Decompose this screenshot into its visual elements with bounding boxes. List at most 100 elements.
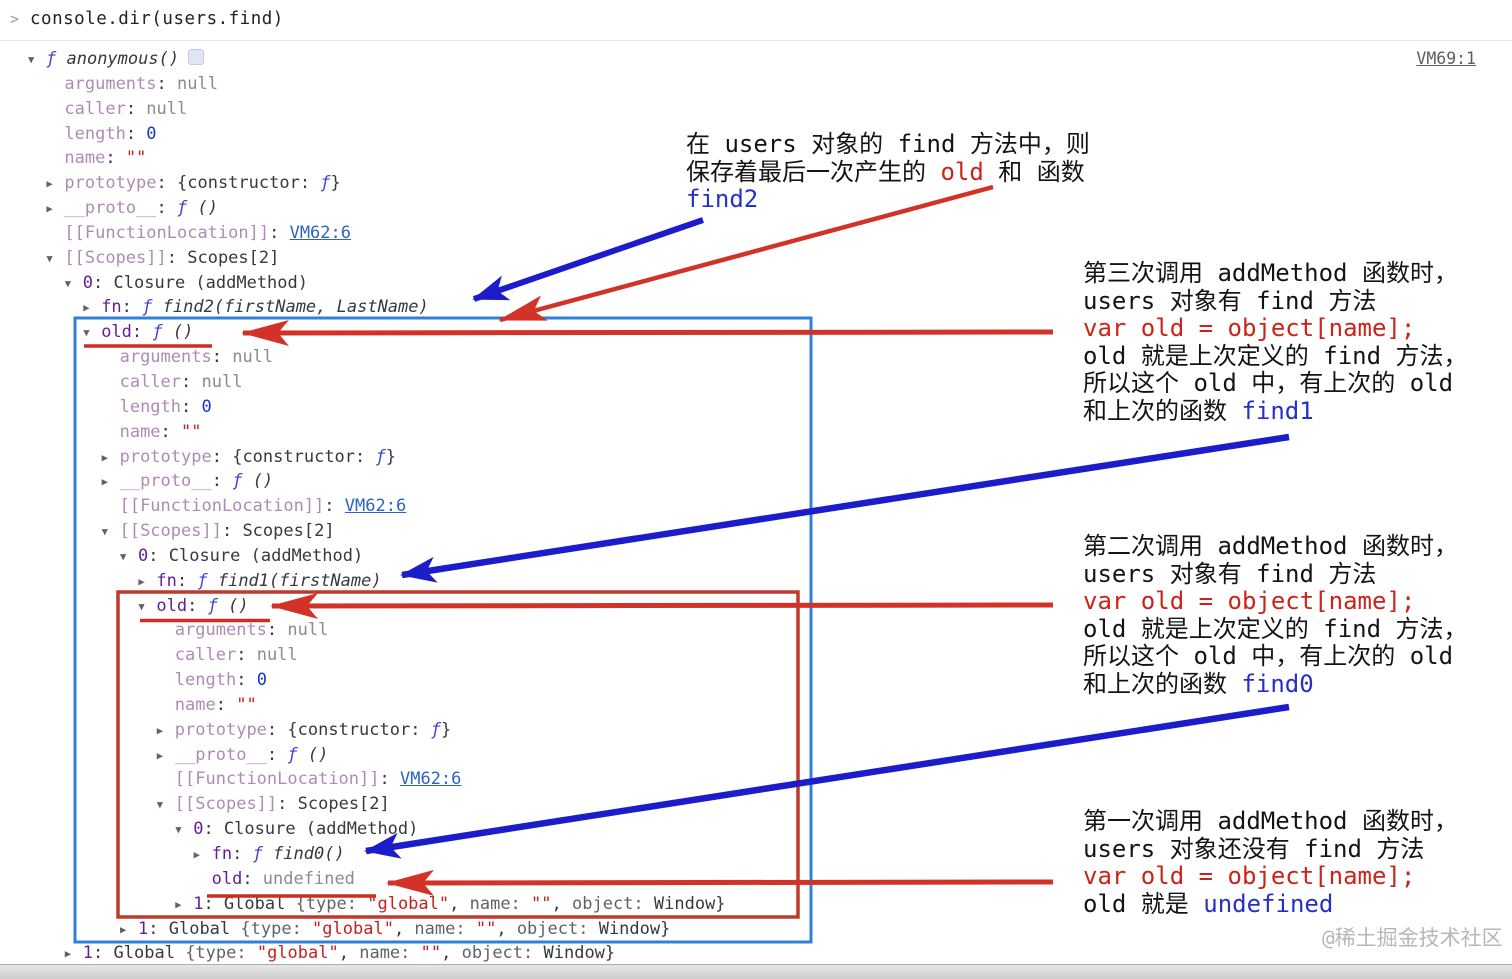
annotation-text: 和上次的函数 [1083, 396, 1242, 425]
tree-line: ▶ fn: ƒ find0() [0, 842, 1080, 867]
function-badge-icon[interactable] [188, 49, 205, 65]
tree-line: ▶ fn: ƒ find1(firstName) [0, 569, 1080, 594]
tree-text: Scopes[2] [242, 521, 335, 542]
tree-text: null [232, 347, 274, 368]
disclosure-triangle-icon[interactable]: ▶ [138, 575, 145, 588]
tree-line: arguments: null [0, 618, 1080, 643]
annotation-text: 第二次调用 addMethod 函数时， [1083, 532, 1458, 560]
annotation-text: undefined [1203, 889, 1334, 918]
tree-text: "" [181, 421, 202, 442]
file-location-link[interactable]: VM62:6 [289, 222, 351, 243]
annotation-line: var old = object[name]; [1083, 587, 1468, 616]
tree-text: fn [211, 844, 233, 864]
source-location-link[interactable]: VM69:1 [1416, 49, 1476, 68]
tree-text: length [64, 123, 126, 144]
disclosure-triangle-icon[interactable]: ▶ [46, 203, 53, 216]
tree-line: ▼ 0: Closure (addMethod) [0, 817, 1080, 842]
tree-text: : [181, 371, 202, 392]
annotation-text: 和 函数 [983, 157, 1085, 186]
tree-text: name [64, 148, 106, 169]
tree-text: Window} [598, 918, 671, 939]
annotation-line: users 对象还没有 find 方法 [1083, 834, 1458, 864]
tree-text: name [119, 421, 161, 442]
tree-text: caller [174, 645, 237, 666]
annotation-line: find2 [686, 185, 1090, 214]
tree-text: null [146, 98, 188, 119]
file-location-link[interactable]: VM62:6 [344, 496, 407, 517]
disclosure-triangle-icon[interactable]: ▼ [83, 327, 90, 340]
tree-text: Scopes[2] [297, 794, 390, 815]
tree-text: arguments [174, 620, 267, 641]
tree-text: () [242, 471, 274, 492]
disclosure-triangle-icon[interactable]: ▼ [120, 550, 127, 563]
tree-text: : [176, 570, 198, 591]
tree-text: : [236, 645, 257, 666]
tree-text: : [203, 819, 224, 840]
disclosure-triangle-icon[interactable]: ▶ [101, 476, 108, 489]
tree-text: ƒ [320, 173, 331, 194]
tree-text: : [125, 98, 147, 119]
tree-text: find1(firstName) [217, 570, 382, 591]
tree-text: [[FunctionLocation]] [64, 222, 270, 243]
tree-text: : [324, 496, 345, 517]
tree-text: : [277, 794, 298, 815]
disclosure-triangle-icon[interactable]: ▼ [138, 600, 145, 613]
disclosure-triangle-icon[interactable]: ▶ [156, 749, 164, 762]
disclosure-triangle-icon[interactable]: ▼ [46, 252, 53, 265]
tree-text: : [93, 272, 114, 293]
annotation-text: users 对象还没有 find 方法 [1083, 834, 1425, 863]
tree-text: 0 [138, 545, 149, 566]
disclosure-triangle-icon[interactable]: ▼ [101, 526, 108, 539]
disclosure-triangle-icon[interactable]: ▼ [28, 54, 35, 66]
tree-line: ▶ 1: Global {type: "global", name: "", ob… [0, 892, 1080, 917]
tree-text: name: [414, 918, 476, 939]
annotation-line: users 对象有 find 方法 [1083, 286, 1468, 316]
disclosure-triangle-icon[interactable]: ▶ [46, 178, 53, 191]
tree-text: : [211, 347, 233, 368]
disclosure-triangle-icon[interactable]: ▶ [120, 923, 127, 936]
tree-text: , [338, 943, 360, 964]
tree-line: [[FunctionLocation]]: VM62:6 [0, 221, 1080, 246]
disclosure-triangle-icon[interactable]: ▶ [193, 849, 200, 861]
tree-text: 0 [146, 123, 157, 144]
annotation-line: old 就是上次定义的 find 方法， [1083, 615, 1468, 644]
annotation-text: 和上次的函数 [1083, 669, 1242, 698]
disclosure-triangle-icon[interactable]: ▼ [156, 799, 164, 812]
disclosure-triangle-icon[interactable]: ▶ [101, 451, 108, 464]
tree-text: : [156, 73, 177, 94]
tree-line: name: "" [0, 693, 1080, 718]
annotation-line: old 就是 undefined [1083, 889, 1458, 919]
tree-text: {constructor: [177, 173, 321, 194]
disclosure-triangle-icon[interactable]: ▼ [175, 824, 182, 837]
tree-line: arguments: null [0, 345, 1080, 370]
annotation-text: find1 [1241, 396, 1314, 425]
bottom-panel-edge [0, 964, 1512, 979]
file-location-link[interactable]: VM62:6 [399, 769, 462, 790]
tree-text: : [221, 521, 243, 542]
annotation-text: users 对象有 find 方法 [1083, 286, 1377, 315]
annotation-line: 保存着最后一次产生的 old 和 函数 [686, 157, 1090, 187]
tree-text: : [266, 744, 288, 765]
disclosure-triangle-icon[interactable]: ▼ [64, 277, 72, 290]
tree-text: : [269, 222, 290, 243]
tree-text: : [211, 446, 233, 467]
annotation-line: 在 users 对象的 find 方法中，则 [686, 130, 1090, 159]
disclosure-triangle-icon[interactable]: ▶ [64, 948, 72, 961]
tree-text: old [211, 868, 243, 889]
tree-line: length: 0 [0, 122, 1080, 147]
annotation-text: var old = object[name]; [1083, 314, 1416, 343]
tree-text: 1 [138, 918, 149, 939]
tree-line: ▼ 0: Closure (addMethod) [0, 544, 1080, 569]
tree-text: , [441, 943, 462, 964]
tree-text: ƒ [375, 446, 386, 467]
tree-line: ▼ old: ƒ () [0, 320, 1080, 345]
disclosure-triangle-icon[interactable]: ▶ [83, 302, 90, 315]
tree-line: ▼ 0: Closure (addMethod) [0, 271, 1080, 296]
disclosure-triangle-icon[interactable]: ▶ [156, 724, 164, 737]
disclosure-triangle-icon[interactable]: ▶ [175, 898, 182, 911]
tree-text: __proto__ [64, 198, 157, 219]
tree-text: : [166, 247, 188, 268]
console-command[interactable]: console.dir(users.find) [30, 9, 284, 29]
annotation-text: 在 users 对象的 find 方法中，则 [686, 130, 1090, 158]
tree-text: {type: [185, 943, 257, 964]
